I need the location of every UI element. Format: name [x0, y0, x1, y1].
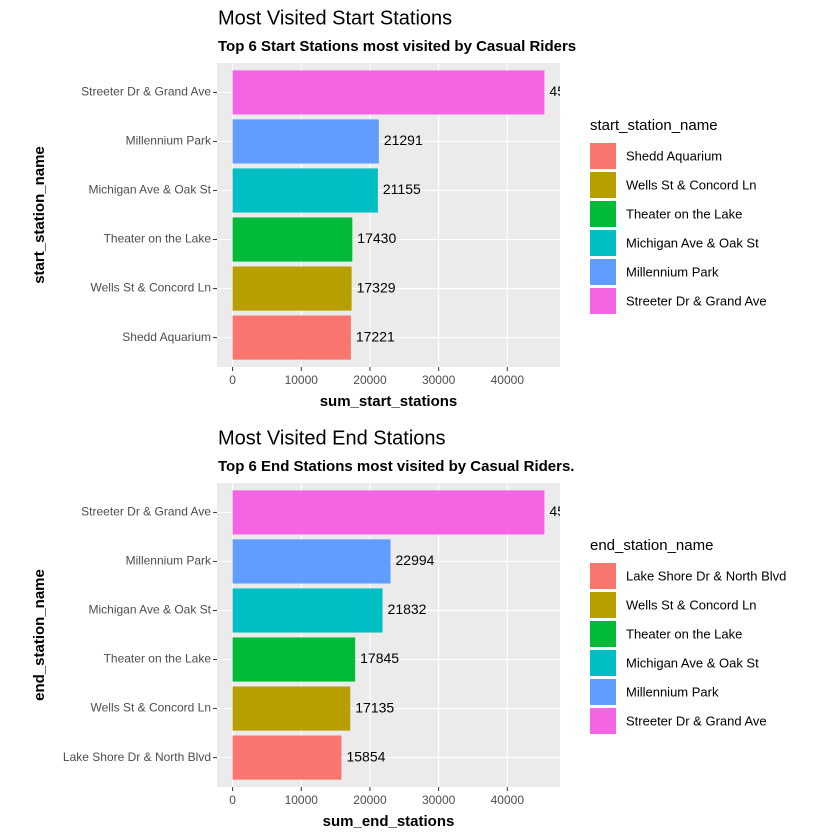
- y-tick-label: Shedd Aquarium: [122, 330, 211, 344]
- legend-key: [590, 592, 616, 618]
- y-tick-label: Wells St & Concord Ln: [91, 281, 212, 295]
- data-label: 17329: [357, 279, 396, 295]
- bars: 17221 17329 17430 21155 21291 45400: [217, 70, 588, 360]
- chart-subtitle: Top 6 Start Stations most visited by Cas…: [218, 38, 576, 55]
- data-label: 15854: [346, 748, 385, 764]
- legend-label: Wells St & Concord Ln: [626, 597, 757, 612]
- chart-title: Most Visited Start Stations: [218, 7, 452, 29]
- y-axis-label: start_station_name: [31, 146, 48, 284]
- data-label: 21832: [388, 601, 427, 617]
- legend-key: [590, 621, 616, 647]
- y-tick-label: Streeter Dr & Grand Ave: [81, 85, 211, 99]
- legend-label: Millennium Park: [626, 684, 719, 699]
- bar: [232, 315, 351, 360]
- legend-label: Michigan Ave & Oak St: [626, 235, 759, 250]
- y-tick-label: Streeter Dr & Grand Ave: [81, 505, 211, 519]
- bar: [232, 588, 383, 633]
- legend-key: [590, 230, 616, 256]
- x-tick-label: 20000: [353, 793, 387, 807]
- bar: [232, 266, 352, 311]
- y-tick-label: Theater on the Lake: [104, 652, 212, 666]
- data-label: 17430: [357, 230, 396, 246]
- legend-key: [590, 201, 616, 227]
- bar: [232, 539, 391, 584]
- x-axis-label: sum_end_stations: [323, 813, 455, 830]
- chart-title: Most Visited End Stations: [218, 427, 446, 449]
- x-axis-label: sum_start_stations: [320, 393, 458, 410]
- legend-title: end_station_name: [590, 537, 713, 554]
- chart-subtitle: Top 6 End Stations most visited by Casua…: [218, 458, 574, 475]
- x-tick-label: 40000: [491, 793, 525, 807]
- legend-key: [590, 172, 616, 198]
- x-tick-label: 40000: [491, 373, 525, 387]
- bar: [232, 735, 342, 780]
- bar: [232, 168, 378, 213]
- y-tick-label: Millennium Park: [126, 554, 212, 568]
- x-tick-label: 30000: [422, 373, 456, 387]
- legend-key: [590, 143, 616, 169]
- x-tick-label: 30000: [422, 793, 456, 807]
- legend-label: Shedd Aquarium: [626, 148, 722, 163]
- bars: 15854 17135 17845 21832 22994 45400: [217, 490, 588, 780]
- legend-label: Theater on the Lake: [626, 626, 742, 641]
- bar: [232, 119, 379, 164]
- x-tick-label: 10000: [285, 373, 319, 387]
- y-tick-label: Theater on the Lake: [104, 232, 212, 246]
- legend-key: [590, 679, 616, 705]
- legend-label: Streeter Dr & Grand Ave: [626, 293, 767, 308]
- data-label: 17135: [355, 699, 394, 715]
- legend-label: Theater on the Lake: [626, 206, 742, 221]
- x-tick-label: 20000: [353, 373, 387, 387]
- data-label: 17845: [360, 650, 399, 666]
- y-tick-label: Michigan Ave & Oak St: [88, 603, 211, 617]
- data-label: 22994: [396, 552, 435, 568]
- data-label: 17221: [356, 328, 395, 344]
- y-tick-label: Millennium Park: [126, 134, 212, 148]
- bar: [232, 490, 545, 535]
- bar: [232, 217, 353, 262]
- bar: [232, 686, 351, 731]
- legend-title: start_station_name: [590, 117, 718, 134]
- y-tick-label: Lake Shore Dr & North Blvd: [63, 750, 211, 764]
- legend-label: Streeter Dr & Grand Ave: [626, 713, 767, 728]
- legend-key: [590, 650, 616, 676]
- legend-key: [590, 563, 616, 589]
- x-tick-label: 10000: [285, 793, 319, 807]
- x-tick-label: 0: [229, 373, 236, 387]
- y-tick-label: Wells St & Concord Ln: [91, 701, 212, 715]
- data-label: 45400: [549, 83, 588, 99]
- y-tick-label: Michigan Ave & Oak St: [88, 183, 211, 197]
- legend-label: Wells St & Concord Ln: [626, 177, 757, 192]
- data-label: 21155: [383, 181, 421, 197]
- legend-label: Michigan Ave & Oak St: [626, 655, 759, 670]
- data-label: 45400: [549, 503, 588, 519]
- legend-key: [590, 708, 616, 734]
- legend-key: [590, 259, 616, 285]
- x-tick-label: 0: [229, 793, 236, 807]
- legend-label: Lake Shore Dr & North Blvd: [626, 568, 786, 583]
- data-label: 21291: [384, 132, 423, 148]
- legend-label: Millennium Park: [626, 264, 719, 279]
- bar: [232, 637, 356, 682]
- y-axis-label: end_station_name: [31, 569, 48, 701]
- bar: [232, 70, 545, 115]
- legend-key: [590, 288, 616, 314]
